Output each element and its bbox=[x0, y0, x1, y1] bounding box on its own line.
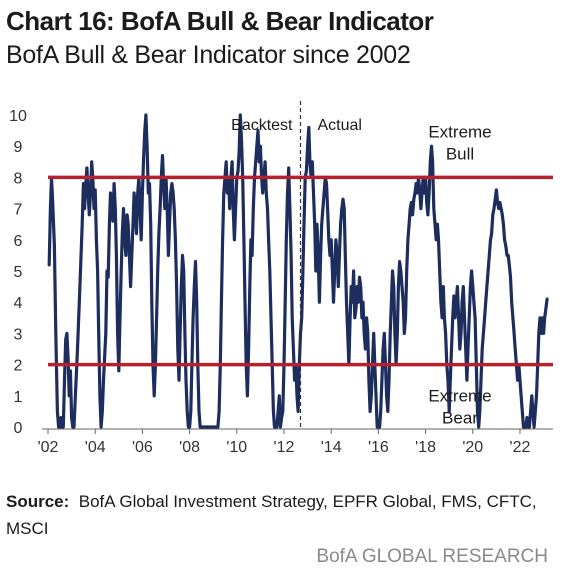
y-tick-label: 2 bbox=[14, 358, 23, 375]
y-tick-label: 0 bbox=[14, 420, 23, 437]
chart-subtitle: BofA Bull & Bear Indicator since 2002 bbox=[6, 41, 411, 69]
x-tick-label: '14 bbox=[321, 439, 342, 456]
threshold-label: Bear bbox=[442, 409, 478, 428]
x-tick-label: '06 bbox=[132, 439, 153, 456]
source-text: BofA Global Investment Strategy, EPFR Gl… bbox=[6, 492, 537, 538]
y-tick-label: 8 bbox=[14, 170, 23, 187]
y-tick-label: 5 bbox=[14, 264, 23, 281]
x-tick-label: '08 bbox=[179, 439, 200, 456]
y-tick-label: 10 bbox=[9, 108, 27, 125]
threshold-label: Bull bbox=[446, 144, 474, 163]
x-tick-label: '16 bbox=[368, 439, 389, 456]
x-tick-label: '04 bbox=[85, 439, 106, 456]
source-label: Source: bbox=[6, 492, 70, 511]
x-tick-label: '18 bbox=[415, 439, 436, 456]
x-tick-label: '10 bbox=[226, 439, 247, 456]
y-tick-label: 4 bbox=[14, 295, 23, 312]
divider-layer: Backtest Actual bbox=[231, 101, 362, 427]
y-tick-label: 9 bbox=[14, 139, 23, 156]
y-tick-label: 3 bbox=[14, 326, 23, 343]
y-tick-label: 6 bbox=[14, 233, 23, 250]
x-tick-label: '22 bbox=[510, 439, 531, 456]
x-axis-ticks: '02 '04 '06 '08 '10 '12 '14 '16 '18 '20 '22 bbox=[38, 429, 531, 456]
x-tick-label: '20 bbox=[462, 439, 483, 456]
threshold-label: Extreme bbox=[428, 387, 491, 406]
threshold-label: Extreme bbox=[428, 122, 491, 141]
backtest-label: Backtest bbox=[231, 117, 293, 134]
y-axis-ticks: 0 1 2 3 4 5 6 7 8 9 10 bbox=[9, 108, 27, 437]
bull-bear-chart: 0 1 2 3 4 5 6 7 8 9 10 '02 '04 '06 '08 '10 '12 '14 '16 '18… bbox=[9, 101, 553, 456]
actual-label: Actual bbox=[318, 117, 362, 134]
brand-footer: BofA GLOBAL RESEARCH bbox=[316, 546, 548, 567]
x-tick-label: '12 bbox=[274, 439, 295, 456]
source-note: Source: BofA Global Investment Strategy,… bbox=[6, 488, 551, 542]
chart-title: Chart 16: BofA Bull & Bear Indicator bbox=[6, 6, 434, 36]
y-tick-label: 7 bbox=[14, 202, 23, 219]
y-tick-label: 1 bbox=[14, 389, 23, 406]
x-tick-label: '02 bbox=[38, 439, 59, 456]
threshold-layer: Extreme Bull Extreme Bear bbox=[48, 122, 553, 428]
